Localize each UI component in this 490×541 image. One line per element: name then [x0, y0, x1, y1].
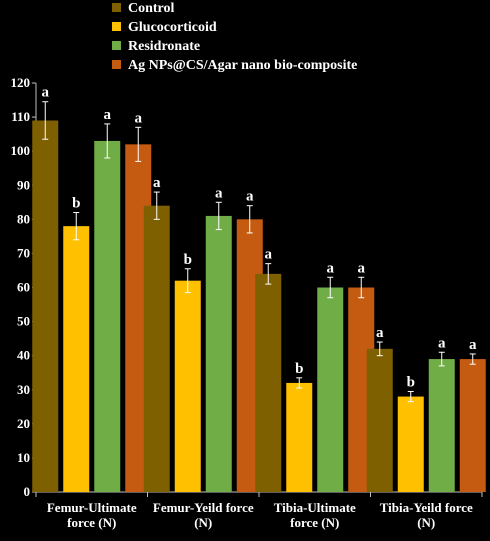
y-tick-label: 30: [17, 382, 30, 397]
bar: [205, 215, 232, 493]
y-tick-label: 60: [17, 280, 30, 295]
y-tick-label: 90: [17, 177, 30, 192]
x-axis-labels: Femur-Ultimate force (N) Femur-Yeild force…: [47, 500, 473, 530]
significance-label: b: [407, 374, 415, 390]
significance-label: a: [469, 337, 477, 353]
y-tick-label: 70: [17, 245, 30, 260]
bar: [143, 205, 170, 492]
significance-label: a: [246, 189, 254, 205]
legend-swatch: [112, 60, 121, 69]
x-category-label: Femur-Ultimate force (N): [47, 500, 137, 530]
significance-label: a: [135, 110, 143, 126]
bar: [459, 359, 486, 492]
significance-label: a: [104, 107, 112, 123]
significance-label: b: [184, 252, 192, 268]
legend-swatch: [112, 3, 121, 12]
bar: [317, 287, 344, 492]
significance-label: a: [265, 247, 273, 263]
significance-label: a: [358, 260, 366, 276]
y-tick-label: 20: [17, 416, 30, 431]
x-category-label: Tibia-Ultimate force (N): [274, 500, 356, 530]
legend-swatch: [112, 22, 121, 31]
x-category-label: Tibia-Yeild force (N): [380, 500, 473, 530]
bar: [366, 348, 393, 492]
y-tick-label: 50: [17, 314, 30, 329]
legend-label: Ag NPs@CS/Agar nano bio-composite: [128, 58, 357, 73]
bar: [32, 120, 59, 492]
significance-label: a: [376, 325, 384, 341]
significance-label: a: [327, 260, 335, 276]
bar: [397, 396, 424, 492]
bar: [63, 226, 90, 492]
legend-label: Glucocorticoid: [128, 20, 217, 35]
significance-label: b: [72, 196, 80, 212]
y-tick-label: 40: [17, 348, 30, 363]
legend-label: Residronate: [128, 39, 200, 54]
significance-label: a: [42, 85, 50, 101]
significance-label: a: [438, 335, 446, 351]
bar: [286, 382, 313, 492]
legend-swatch: [112, 41, 121, 50]
y-tick-label: 0: [24, 484, 31, 499]
bar: [428, 359, 455, 492]
y-tick-label: 100: [11, 143, 31, 158]
y-tick-label: 110: [11, 109, 30, 124]
y-tick-label: 10: [17, 450, 30, 465]
bar: [174, 280, 201, 492]
x-category-label: Femur-Yeild force (N): [153, 500, 254, 530]
y-tick-label: 80: [17, 211, 30, 226]
significance-label: a: [153, 175, 161, 191]
significance-label: b: [295, 361, 303, 377]
bar: [94, 140, 121, 493]
legend: Control Glucocorticoid Residronate Ag NPs@C…: [112, 1, 357, 73]
bars: a b a a a b a a a b a a a b a a: [32, 85, 486, 493]
significance-label: a: [215, 185, 223, 201]
y-tick-label: 120: [11, 75, 31, 90]
legend-label: Control: [128, 1, 175, 16]
bar: [255, 273, 282, 492]
